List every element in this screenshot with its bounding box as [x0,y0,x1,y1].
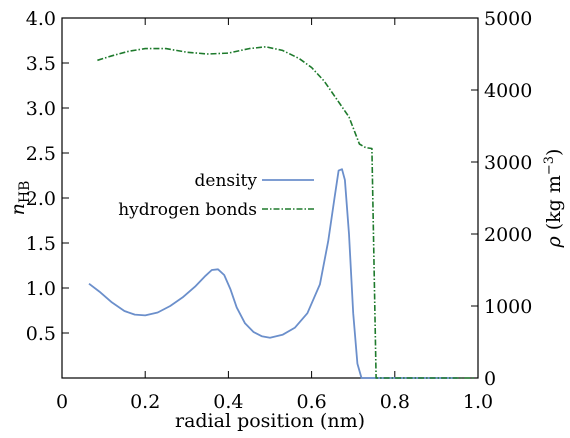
y-left-tick-label: 0.5 [26,323,56,345]
y-left-tick-label: 1.0 [26,278,56,300]
legend-label-density: density [195,171,258,191]
y-left-tick-label: 2.0 [26,188,56,210]
y-left-tick-label: 3.5 [26,53,56,75]
x-tick-label: 0.2 [130,391,160,413]
y-left-tick-label: 1.5 [26,233,56,255]
series-line-density [88,168,458,379]
ticks: 0 0.2 0.4 0.6 0.8 1.0 0.5 1.0 1.5 2.0 2.5 3.0 3.5 4.0… [26,8,533,413]
y-right-axis-title: ρ (kg m−3) [542,149,565,249]
y-right-tick-label: 3000 [484,152,532,174]
x-tick-label: 0.6 [296,391,326,413]
x-tick-label: 0.4 [213,391,243,413]
legend: density hydrogen bonds [118,171,314,220]
series-line-hydrogen-bonds [97,46,474,379]
y-right-tick-label: 4000 [484,80,532,102]
y-right-tick-label: 1000 [484,296,532,318]
y-left-tick-label: 3.0 [26,98,56,120]
legend-label-hydrogen-bonds: hydrogen bonds [118,200,257,220]
series-layer [88,46,474,379]
y-left-axis-title: nHB [7,181,33,216]
y-right-tick-label: 0 [484,368,496,390]
plot-frame [61,17,479,379]
y-left-tick-label: 4.0 [26,8,56,30]
x-tick-label: 1.0 [463,391,493,413]
x-tick-label: 0.8 [380,391,410,413]
y-right-tick-label: 5000 [484,8,532,30]
y-right-tick-label: 2000 [484,224,532,246]
x-axis-title: radial position (nm) [175,410,365,432]
y-left-tick-label: 2.5 [26,143,56,165]
x-tick-label: 0 [56,391,68,413]
